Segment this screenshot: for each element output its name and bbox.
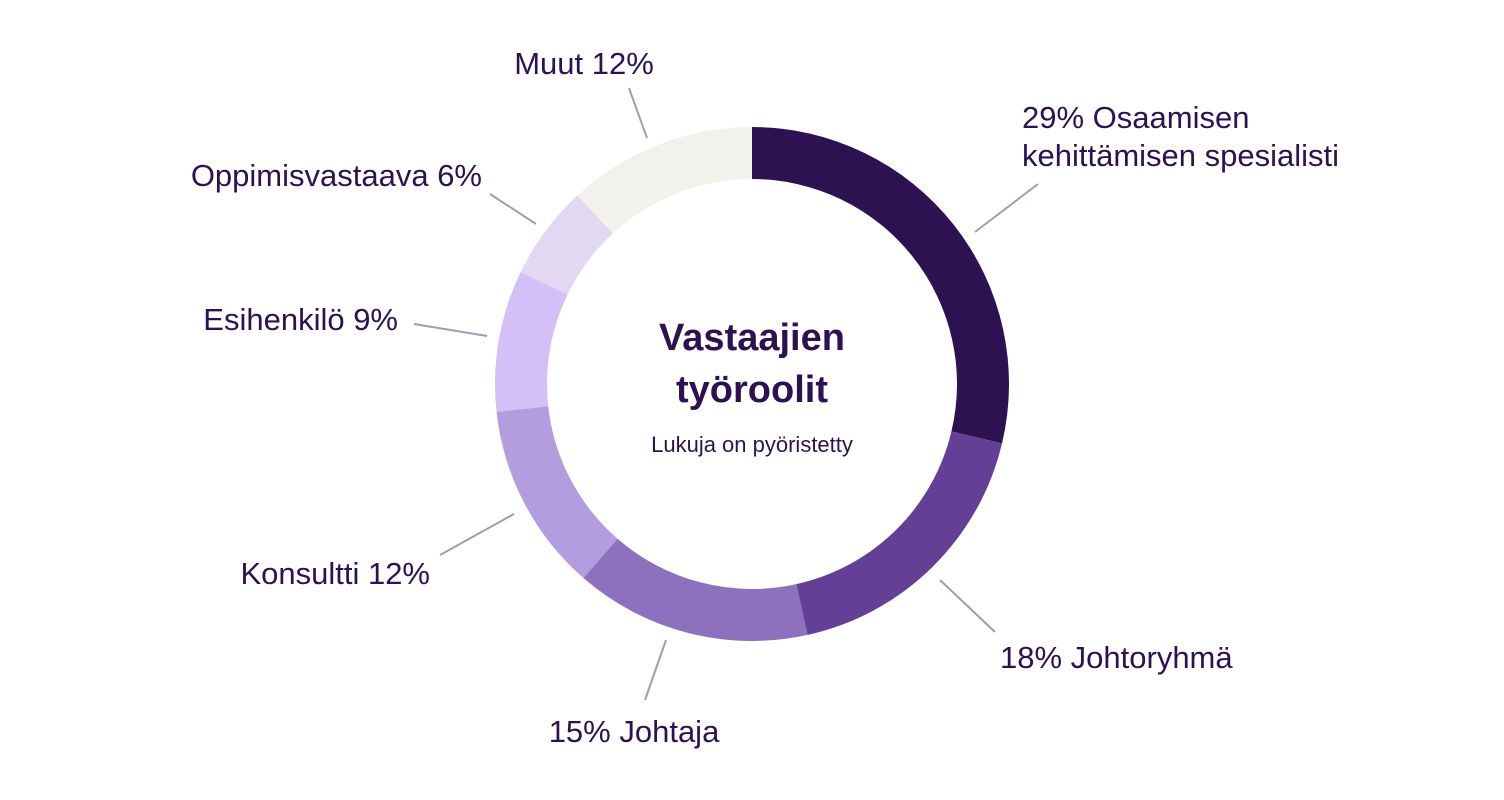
slice-label-johtaja: 15% Johtaja xyxy=(549,714,720,749)
leader-line-muut xyxy=(628,87,648,139)
leader-line-esihenkilö xyxy=(413,323,488,337)
slice-label-esihenkilö: Esihenkilö 9% xyxy=(203,302,398,337)
slice-label-oppimisvastaava: Oppimisvastaava 6% xyxy=(191,158,482,193)
leader-lines xyxy=(413,87,1039,701)
slice-label-osaamisen-kehittämisen-spesialisti-line-2: kehittämisen spesialisti xyxy=(1022,138,1339,173)
slice-label-johtoryhmä: 18% Johtoryhmä xyxy=(1000,640,1233,675)
leader-line-oppimisvastaava xyxy=(489,193,537,225)
chart-title-line-2: työroolit xyxy=(676,369,828,411)
slice-osaamisen-kehittämisen-spesialisti xyxy=(752,127,1009,444)
slice-label-osaamisen-kehittämisen-spesialisti-line-1: 29% Osaamisen xyxy=(1022,100,1249,135)
slice-label-muut: Muut 12% xyxy=(514,46,654,81)
donut-center-text: Vastaajien työroolit Lukuja on pyöristet… xyxy=(651,317,853,457)
leader-line-osaamisen-kehittämisen-spesialisti xyxy=(974,183,1039,233)
slice-johtoryhmä xyxy=(796,431,1003,635)
leader-line-johtoryhmä xyxy=(939,579,996,633)
slice-muut xyxy=(577,127,752,234)
leader-line-johtaja xyxy=(644,639,667,701)
donut-slices xyxy=(495,127,1009,641)
slice-konsultti xyxy=(496,406,618,578)
chart-title-line-1: Vastaajien xyxy=(659,317,845,359)
slice-johtaja xyxy=(583,538,808,641)
chart-subtitle: Lukuja on pyöristetty xyxy=(651,432,853,457)
slice-esihenkilö xyxy=(495,271,568,412)
leader-line-konsultti xyxy=(439,513,515,556)
slice-oppimisvastaava xyxy=(520,195,613,295)
slice-label-konsultti: Konsultti 12% xyxy=(240,556,430,591)
